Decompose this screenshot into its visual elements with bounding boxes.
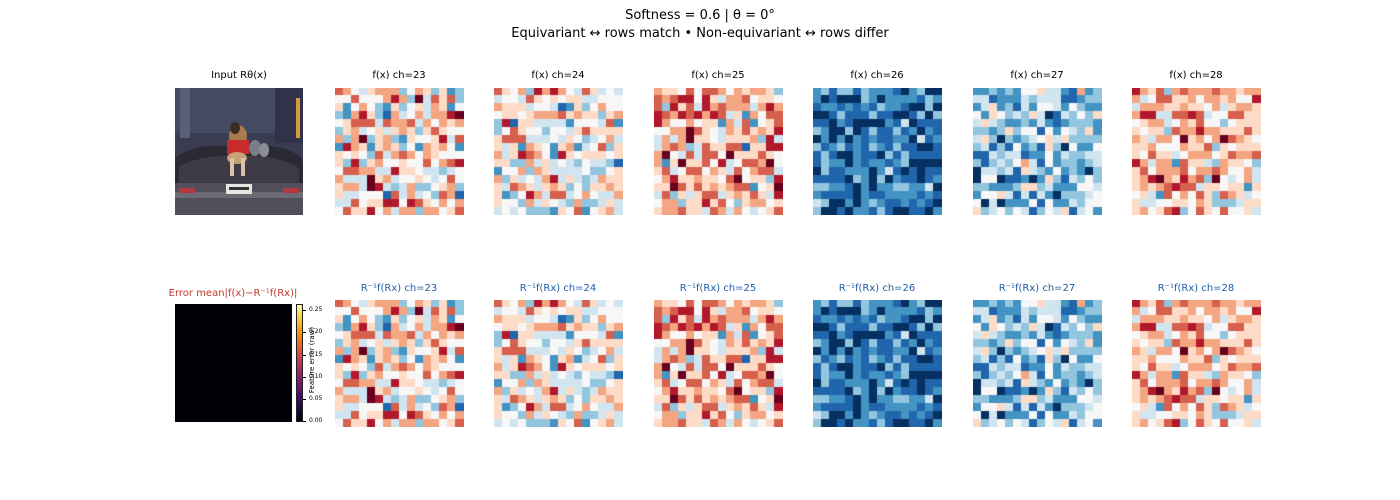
colorbar-tick — [303, 377, 306, 378]
colorbar-tick-label: 0.25 — [309, 306, 323, 313]
heatmap-fx-ch27 — [973, 88, 1102, 215]
bottom-title-ch28: R⁻¹f(Rx) ch=28 — [1157, 283, 1235, 294]
heatmap-fx-ch24 — [494, 88, 623, 215]
colorbar-tick-label: 0.05 — [309, 395, 323, 402]
colorbar-tick-label: 0.10 — [309, 373, 323, 380]
bottom-title-ch23: R⁻¹f(Rx) ch=23 — [360, 283, 438, 294]
input-image — [175, 88, 303, 215]
heatmap-rfrx-ch25 — [654, 300, 783, 427]
error-map — [175, 304, 292, 422]
figure-title: Softness = 0.6 | θ = 0° — [625, 8, 775, 23]
colorbar-tick — [303, 421, 306, 422]
bottom-title-ch25: R⁻¹f(Rx) ch=25 — [679, 283, 757, 294]
input-panel-title: Input Rθ(x) — [211, 70, 267, 81]
colorbar-tick — [303, 399, 306, 400]
colorbar-tick — [303, 310, 306, 311]
colorbar-tick-label: 0.15 — [309, 351, 323, 358]
colorbar-tick-label: 0.20 — [309, 328, 323, 335]
colorbar-axis-label: Feature error (raw) — [308, 326, 316, 394]
heatmap-fx-ch23 — [335, 88, 464, 215]
top-title-ch23: f(x) ch=23 — [372, 70, 426, 81]
heatmap-rfrx-ch23 — [335, 300, 464, 427]
error-colorbar — [296, 304, 303, 422]
heatmap-fx-ch28 — [1132, 88, 1261, 215]
figure-subtitle: Equivariant ↔ rows match • Non-equivaria… — [511, 26, 889, 41]
heatmap-fx-ch26 — [813, 88, 942, 215]
heatmap-fx-ch25 — [654, 88, 783, 215]
top-title-ch27: f(x) ch=27 — [1010, 70, 1064, 81]
heatmap-rfrx-ch27 — [973, 300, 1102, 427]
bottom-title-ch26: R⁻¹f(Rx) ch=26 — [838, 283, 916, 294]
heatmap-rfrx-ch26 — [813, 300, 942, 427]
top-title-ch24: f(x) ch=24 — [531, 70, 585, 81]
heatmap-rfrx-ch24 — [494, 300, 623, 427]
colorbar-tick-label: 0.00 — [309, 417, 323, 424]
colorbar-tick — [303, 355, 306, 356]
colorbar-tick — [303, 332, 306, 333]
top-title-ch28: f(x) ch=28 — [1169, 70, 1223, 81]
bottom-title-ch27: R⁻¹f(Rx) ch=27 — [998, 283, 1076, 294]
top-title-ch25: f(x) ch=25 — [691, 70, 745, 81]
bottom-title-ch24: R⁻¹f(Rx) ch=24 — [519, 283, 597, 294]
heatmap-rfrx-ch28 — [1132, 300, 1261, 427]
top-title-ch26: f(x) ch=26 — [850, 70, 904, 81]
error-panel-title: Error mean|f(x)−R⁻¹f(Rx)| — [168, 288, 298, 299]
